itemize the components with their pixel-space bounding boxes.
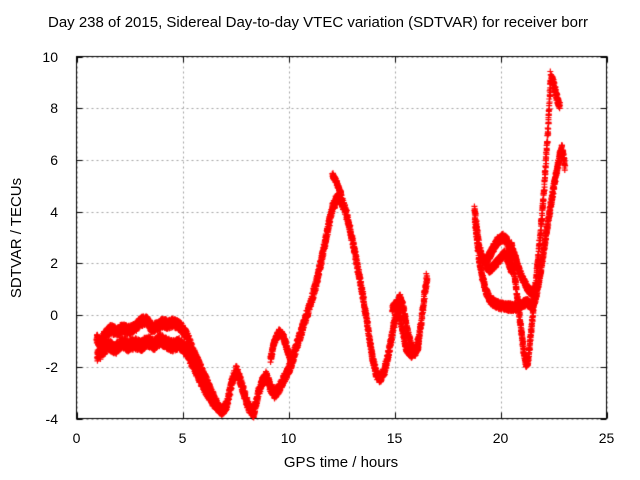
x-tick-label: 0 [72,430,81,446]
x-tick-label: 20 [492,430,509,446]
x-tick-label: 5 [178,430,187,446]
x-tick-label: 10 [280,430,297,446]
y-axis-label: SDTVAR / TECUs [8,177,25,299]
y-tick-label: 6 [50,151,58,168]
y-tick-label: 2 [50,255,58,272]
y-tick-label: 4 [50,203,58,220]
y-tick-label: 0 [50,307,58,324]
x-tick-label: 15 [386,430,403,446]
chart-title: Day 238 of 2015, Sidereal Day-to-day VTE… [48,14,588,31]
x-axis-label: GPS time / hours [283,454,399,471]
y-tick-label: 10 [42,48,58,65]
x-tick-label: 25 [598,430,615,446]
y-tick-label: -4 [45,410,58,427]
y-tick-label: -2 [45,358,58,375]
y-tick-label: 8 [50,100,58,117]
